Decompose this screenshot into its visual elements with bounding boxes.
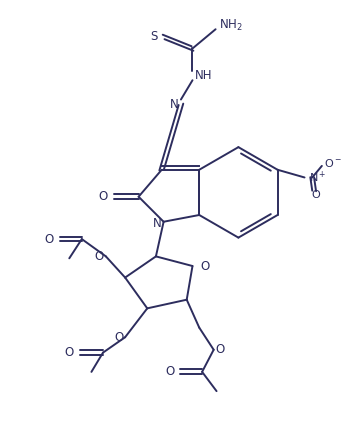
Text: O: O bbox=[65, 346, 74, 359]
Text: O: O bbox=[45, 233, 54, 246]
Text: O: O bbox=[95, 250, 104, 263]
Text: O$^-$: O$^-$ bbox=[324, 157, 342, 169]
Text: NH$_2$: NH$_2$ bbox=[220, 18, 243, 33]
Text: N$^+$: N$^+$ bbox=[309, 170, 327, 185]
Text: O: O bbox=[200, 260, 209, 273]
Text: N: N bbox=[153, 217, 162, 230]
Text: O: O bbox=[114, 331, 123, 344]
Text: O: O bbox=[215, 343, 225, 356]
Text: NH: NH bbox=[194, 69, 212, 82]
Text: O: O bbox=[312, 190, 320, 200]
Text: O: O bbox=[98, 190, 108, 203]
Text: S: S bbox=[150, 31, 158, 43]
Text: N: N bbox=[170, 98, 179, 111]
Text: O: O bbox=[165, 366, 174, 378]
